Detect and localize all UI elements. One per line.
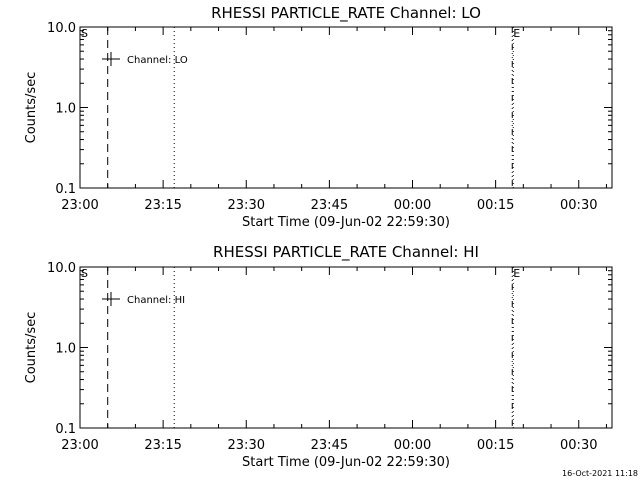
interval-marker: E <box>513 27 520 40</box>
x-tick-label: 00:00 <box>394 198 431 213</box>
y-tick-label: 0.1 <box>55 422 76 437</box>
interval-marker: E <box>513 267 520 280</box>
x-tick-label: 23:00 <box>61 198 98 213</box>
x-tick-label: 00:15 <box>477 438 514 453</box>
x-tick-label: 23:15 <box>144 438 181 453</box>
y-axis-label: Counts/sec <box>24 72 39 144</box>
chart-title: RHESSI PARTICLE_RATE Channel: HI <box>213 243 479 262</box>
x-tick-label: 23:30 <box>228 438 265 453</box>
chart-title: RHESSI PARTICLE_RATE Channel: LO <box>211 4 481 23</box>
footer-timestamp: 16-Oct-2021 11:18 <box>562 469 638 478</box>
x-tick-label: 00:00 <box>394 438 431 453</box>
y-axis-label: Counts/sec <box>24 312 39 384</box>
y-tick-label: 1.0 <box>55 102 76 117</box>
plot-frame <box>79 266 613 429</box>
x-tick-label: 23:45 <box>311 198 348 213</box>
interval-marker: S <box>81 267 88 280</box>
x-axis-label: Start Time (09-Jun-02 22:59:30) <box>242 215 450 230</box>
y-tick-label: 10.0 <box>47 21 76 36</box>
x-axis-label: Start Time (09-Jun-02 22:59:30) <box>242 455 450 470</box>
plot-panel-hi: RHESSI PARTICLE_RATE Channel: HI 23:00 23:… <box>24 243 613 470</box>
legend: Channel: LO <box>102 52 188 66</box>
x-tick-label: 23:45 <box>311 438 348 453</box>
y-tick-label: 1.0 <box>55 342 76 357</box>
y-tick-label: 10.0 <box>47 261 76 276</box>
x-tick-label: 00:15 <box>477 198 514 213</box>
x-tick-label: 23:00 <box>61 438 98 453</box>
y-tick-label: 0.1 <box>55 182 76 197</box>
x-tick-label: 00:30 <box>560 198 597 213</box>
x-tick-label: 00:30 <box>560 438 597 453</box>
plot-panel-lo: RHESSI PARTICLE_RATE Channel: LO 23:00 23:… <box>24 4 613 230</box>
legend-label: Channel: HI <box>127 295 185 306</box>
plot-frame <box>79 26 613 189</box>
legend: Channel: HI <box>102 292 185 306</box>
x-tick-label: 23:15 <box>144 198 181 213</box>
legend-label: Channel: LO <box>127 55 188 66</box>
x-tick-label: 23:30 <box>228 198 265 213</box>
interval-marker: S <box>81 27 88 40</box>
